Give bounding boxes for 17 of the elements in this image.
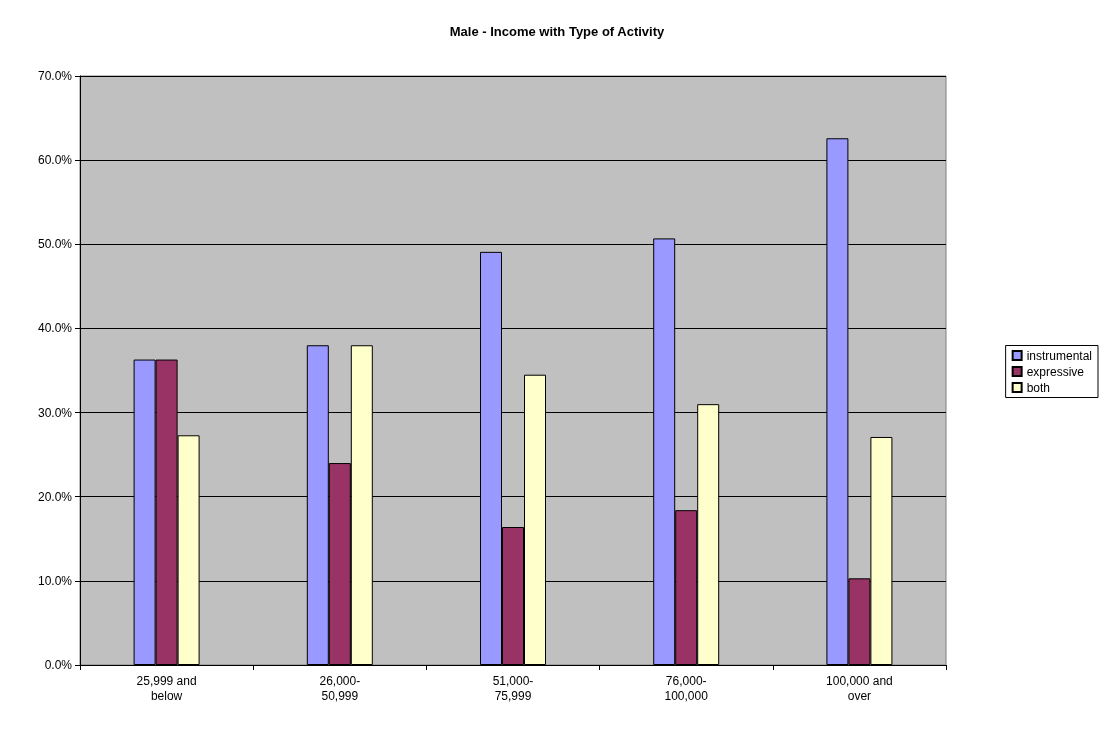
y-tick-label: 0.0% (44, 658, 73, 672)
y-tick-label: 10.0% (37, 573, 73, 588)
legend-label: instrumental (1026, 348, 1093, 363)
x-tick-label: 26,000- 50,999 (319, 673, 361, 703)
y-tick-label: 30.0% (37, 405, 73, 420)
x-tick-label: 51,000- 75,999 (492, 673, 534, 703)
legend-label: expressive (1026, 364, 1085, 379)
legend-label: both (1026, 380, 1050, 395)
x-tick-label: 25,999 and below (136, 673, 197, 703)
y-tick-label: 20.0% (37, 489, 73, 504)
x-tick-label: 100,000 and over (826, 673, 893, 703)
y-tick-label: 50.0% (37, 237, 73, 252)
y-tick-label: 60.0% (37, 153, 73, 168)
y-tick-label: 70.0% (37, 69, 73, 83)
x-tick-label: 76,000- 100,000 (664, 673, 709, 703)
chart-title: Male - Income with Type of Activity (449, 24, 666, 39)
y-tick-label: 40.0% (37, 321, 73, 336)
